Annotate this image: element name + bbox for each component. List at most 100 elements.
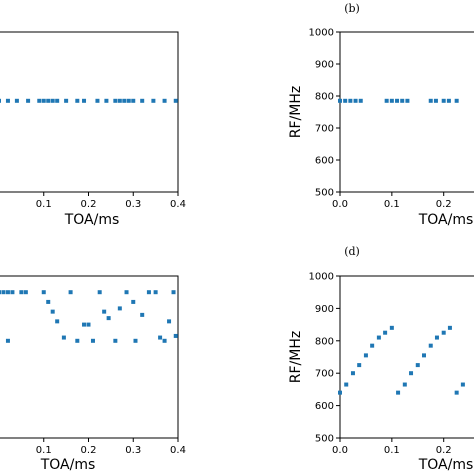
panel-c-plot: 0.1 0.2 0.3 0.4 [0, 290, 186, 456]
panel-d-xlabel: TOA/ms [418, 457, 474, 473]
data-point [353, 98, 358, 103]
x-tick-label: 0.1 [36, 199, 52, 210]
data-point [131, 98, 136, 103]
panel-a-plot: 0.1 0.2 0.3 0.4 [0, 98, 186, 210]
data-point [55, 98, 60, 103]
data-point [358, 98, 363, 103]
data-point [146, 290, 151, 295]
panel-b-plot: 0.0 0.1 0.2 500 600 700 800 900 1000 [309, 28, 459, 210]
data-point [82, 322, 87, 327]
data-point [415, 363, 420, 368]
y-tick-label: 700 [315, 369, 334, 380]
data-point [409, 371, 414, 376]
data-point [140, 312, 145, 317]
data-point [173, 333, 178, 338]
data-point [441, 98, 446, 103]
data-point [441, 330, 446, 335]
data-point [122, 98, 127, 103]
data-point [82, 98, 87, 103]
x-tick-label: 0.0 [332, 199, 348, 210]
y-tick-label: 1000 [309, 272, 334, 283]
data-point [41, 290, 46, 295]
data-point [90, 338, 95, 343]
data-point [61, 335, 66, 340]
data-point [173, 98, 178, 103]
panel-b-xlabel: TOA/ms [418, 212, 474, 228]
data-point [151, 98, 156, 103]
data-point [113, 98, 118, 103]
x-tick-label: 0.2 [436, 445, 452, 456]
x-tick-label: 0.0 [332, 445, 348, 456]
data-point [162, 338, 167, 343]
panel-d-plot: 0.0 0.1 0.2 500 600 700 800 900 1000 [309, 272, 465, 456]
panel-a: 0.1 0.2 0.3 0.4 TOA/ms [0, 31, 186, 228]
y-tick-label: 500 [315, 434, 334, 445]
data-point [14, 98, 19, 103]
data-point [344, 382, 349, 387]
data-point [395, 98, 400, 103]
data-point [41, 98, 46, 103]
data-point [64, 98, 69, 103]
data-point [106, 316, 111, 321]
data-point [37, 98, 42, 103]
data-point [171, 290, 176, 295]
data-point [126, 98, 131, 103]
data-point [338, 390, 342, 395]
data-point [363, 353, 368, 358]
data-point [97, 290, 102, 295]
data-point [104, 98, 109, 103]
x-tick-label: 0.1 [384, 199, 400, 210]
data-point [158, 335, 163, 340]
x-tick-label: 0.4 [170, 199, 186, 210]
y-tick-label: 800 [315, 92, 334, 103]
data-point [422, 353, 426, 358]
data-point [428, 98, 433, 103]
panel-b-label: (b) [344, 2, 360, 15]
data-point [68, 290, 73, 295]
data-point [383, 330, 388, 335]
data-point [117, 306, 122, 311]
data-point [167, 319, 172, 324]
data-point [350, 371, 355, 376]
y-tick-label: 600 [315, 401, 334, 412]
data-point [140, 98, 145, 103]
x-tick-label: 0.3 [125, 199, 141, 210]
data-point [124, 290, 129, 295]
panel-a-xlabel: TOA/ms [64, 212, 120, 228]
x-tick-label: 0.2 [81, 445, 97, 456]
data-point [55, 319, 60, 324]
data-point [19, 290, 24, 295]
data-point [131, 299, 136, 304]
x-tick-label: 0.1 [36, 445, 52, 456]
data-point [75, 338, 80, 343]
data-point [5, 98, 10, 103]
panel-b-ylabel: RF/MHz [288, 86, 304, 138]
y-tick-label: 900 [315, 304, 334, 315]
panel-a-frame [0, 31, 179, 193]
data-point [23, 290, 28, 295]
y-tick-label: 900 [315, 60, 334, 71]
panel-d-ylabel: RF/MHz [288, 331, 304, 383]
data-point [343, 98, 348, 103]
data-point [402, 382, 407, 387]
x-tick-label: 0.4 [170, 445, 186, 456]
panel-c-frame [0, 275, 179, 439]
data-point [50, 98, 55, 103]
data-point [86, 322, 91, 327]
y-tick-label: 600 [315, 156, 334, 167]
data-point [370, 343, 375, 348]
y-tick-label: 700 [315, 124, 334, 135]
data-point [0, 98, 1, 103]
data-point [405, 98, 410, 103]
data-point [5, 338, 10, 343]
panel-c-xlabel: TOA/ms [40, 457, 96, 473]
data-point [357, 363, 362, 368]
y-tick-label: 1000 [309, 28, 334, 39]
data-point [434, 335, 439, 340]
x-tick-label: 0.3 [125, 445, 141, 456]
data-point [46, 299, 51, 304]
data-point [117, 98, 122, 103]
